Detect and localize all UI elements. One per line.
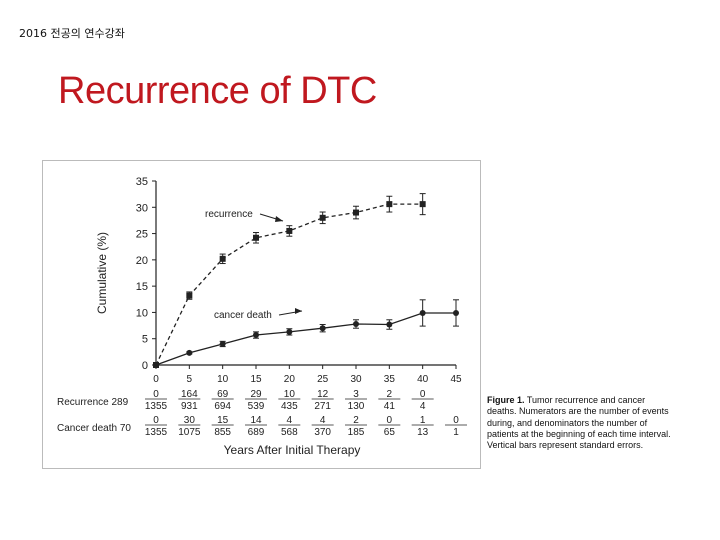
- series-line-recurrence: [155, 203, 423, 366]
- table-numerator: 69: [217, 389, 229, 400]
- table-numerator: 0: [387, 415, 393, 426]
- data-point-cancer-death: [286, 328, 293, 335]
- x-tick-label: 10: [217, 374, 229, 385]
- data-point-recurrence: [219, 255, 226, 262]
- x-tick-label: 35: [384, 374, 396, 385]
- table-numerator: 4: [287, 415, 293, 426]
- y-tick-label: 10: [136, 307, 148, 319]
- annotation-arrowhead: [295, 308, 302, 314]
- table-denominator: 689: [248, 427, 265, 438]
- data-point-cancer-death: [186, 349, 193, 356]
- annotation-arrowhead: [275, 216, 283, 222]
- table-denominator: 539: [248, 401, 265, 412]
- data-point-recurrence: [419, 201, 426, 208]
- series-line-cancer-death: [155, 312, 456, 366]
- y-tick-label: 20: [136, 255, 148, 267]
- data-point-recurrence: [319, 214, 326, 221]
- table-denominator: 185: [348, 427, 365, 438]
- table-denominator: 13: [417, 427, 429, 438]
- table-denominator: 1075: [178, 427, 201, 438]
- y-tick-label: 0: [142, 360, 148, 372]
- data-point-cancer-death: [353, 320, 359, 327]
- table-row-label-recurrence: Recurrence 289: [57, 397, 129, 408]
- table-numerator: 0: [153, 389, 159, 400]
- y-tick-label: 25: [136, 229, 148, 241]
- slide-title: Recurrence of DTC: [58, 70, 377, 112]
- table-denominator: 694: [214, 401, 231, 412]
- x-tick-label: 20: [284, 374, 296, 385]
- x-tick-label: 15: [250, 374, 262, 385]
- x-tick-label: 5: [187, 374, 193, 385]
- x-tick-label: 40: [417, 374, 429, 385]
- x-tick-label: 0: [153, 374, 159, 385]
- table-numerator: 12: [317, 389, 329, 400]
- y-tick-label: 35: [136, 176, 148, 188]
- table-denominator: 370: [314, 427, 331, 438]
- table-denominator: 931: [181, 401, 198, 412]
- table-denominator: 435: [281, 401, 298, 412]
- table-numerator: 0: [153, 415, 159, 426]
- table-numerator: 3: [353, 389, 359, 400]
- data-point-cancer-death: [253, 332, 259, 339]
- y-tick-label: 30: [136, 202, 148, 214]
- table-denominator: 568: [281, 427, 298, 438]
- data-point-recurrence: [353, 209, 359, 216]
- table-numerator: 1: [420, 415, 426, 426]
- caption-label: Figure 1.: [487, 395, 525, 405]
- data-point-cancer-death: [319, 325, 326, 332]
- data-point-cancer-death: [453, 309, 459, 316]
- data-point-recurrence: [386, 201, 393, 208]
- table-numerator: 30: [184, 415, 196, 426]
- table-numerator: 14: [250, 415, 262, 426]
- x-axis-label: Years After Initial Therapy: [224, 443, 361, 457]
- table-denominator: 1355: [145, 427, 168, 438]
- caption-text: Tumor recurrence and cancer deaths. Nume…: [487, 395, 671, 451]
- table-numerator: 15: [217, 415, 229, 426]
- slide-header: 2016 전공의 연수강좌: [19, 27, 125, 40]
- table-numerator: 10: [284, 389, 296, 400]
- figure-panel: 0 5 10 15 20 25 30 35 0 5 10 15 20 25 30 35 40 45 Cumulati…: [42, 160, 481, 469]
- table-denominator: 65: [384, 427, 396, 438]
- table-denominator: 4: [420, 401, 426, 412]
- x-tick-label: 45: [450, 374, 462, 385]
- y-tick-label: 5: [142, 334, 148, 346]
- x-tick-label: 30: [350, 374, 362, 385]
- data-point-cancer-death: [386, 321, 393, 328]
- x-tick-label: 25: [317, 374, 329, 385]
- y-tick-label: 15: [136, 281, 148, 293]
- data-point-cancer-death: [419, 309, 426, 316]
- data-point-recurrence: [253, 234, 259, 241]
- table-denominator: 855: [214, 427, 231, 438]
- data-point-cancer-death: [219, 340, 226, 347]
- table-denominator: 271: [314, 401, 331, 412]
- table-numerator: 2: [353, 415, 359, 426]
- annotation-cancer-death: cancer death: [214, 310, 272, 321]
- figure-caption: Figure 1. Tumor recurrence and cancer de…: [487, 395, 672, 451]
- table-numerator: 164: [181, 389, 198, 400]
- table-row-label-cancer-death: Cancer death 70: [57, 423, 131, 434]
- data-point-cancer-death: [153, 362, 159, 368]
- y-axis-label: Cumulative (%): [95, 232, 109, 314]
- table-denominator: 1355: [145, 401, 168, 412]
- table-denominator: 130: [348, 401, 365, 412]
- table-numerator: 0: [453, 415, 459, 426]
- data-point-recurrence: [186, 292, 193, 299]
- table-numerator: 4: [320, 415, 326, 426]
- data-point-recurrence: [286, 227, 293, 234]
- table-denominator: 1: [453, 427, 459, 438]
- table-denominator: 41: [384, 401, 396, 412]
- table-numerator: 29: [250, 389, 262, 400]
- table-numerator: 2: [387, 389, 393, 400]
- annotation-recurrence: recurrence: [205, 209, 253, 220]
- table-numerator: 0: [420, 389, 426, 400]
